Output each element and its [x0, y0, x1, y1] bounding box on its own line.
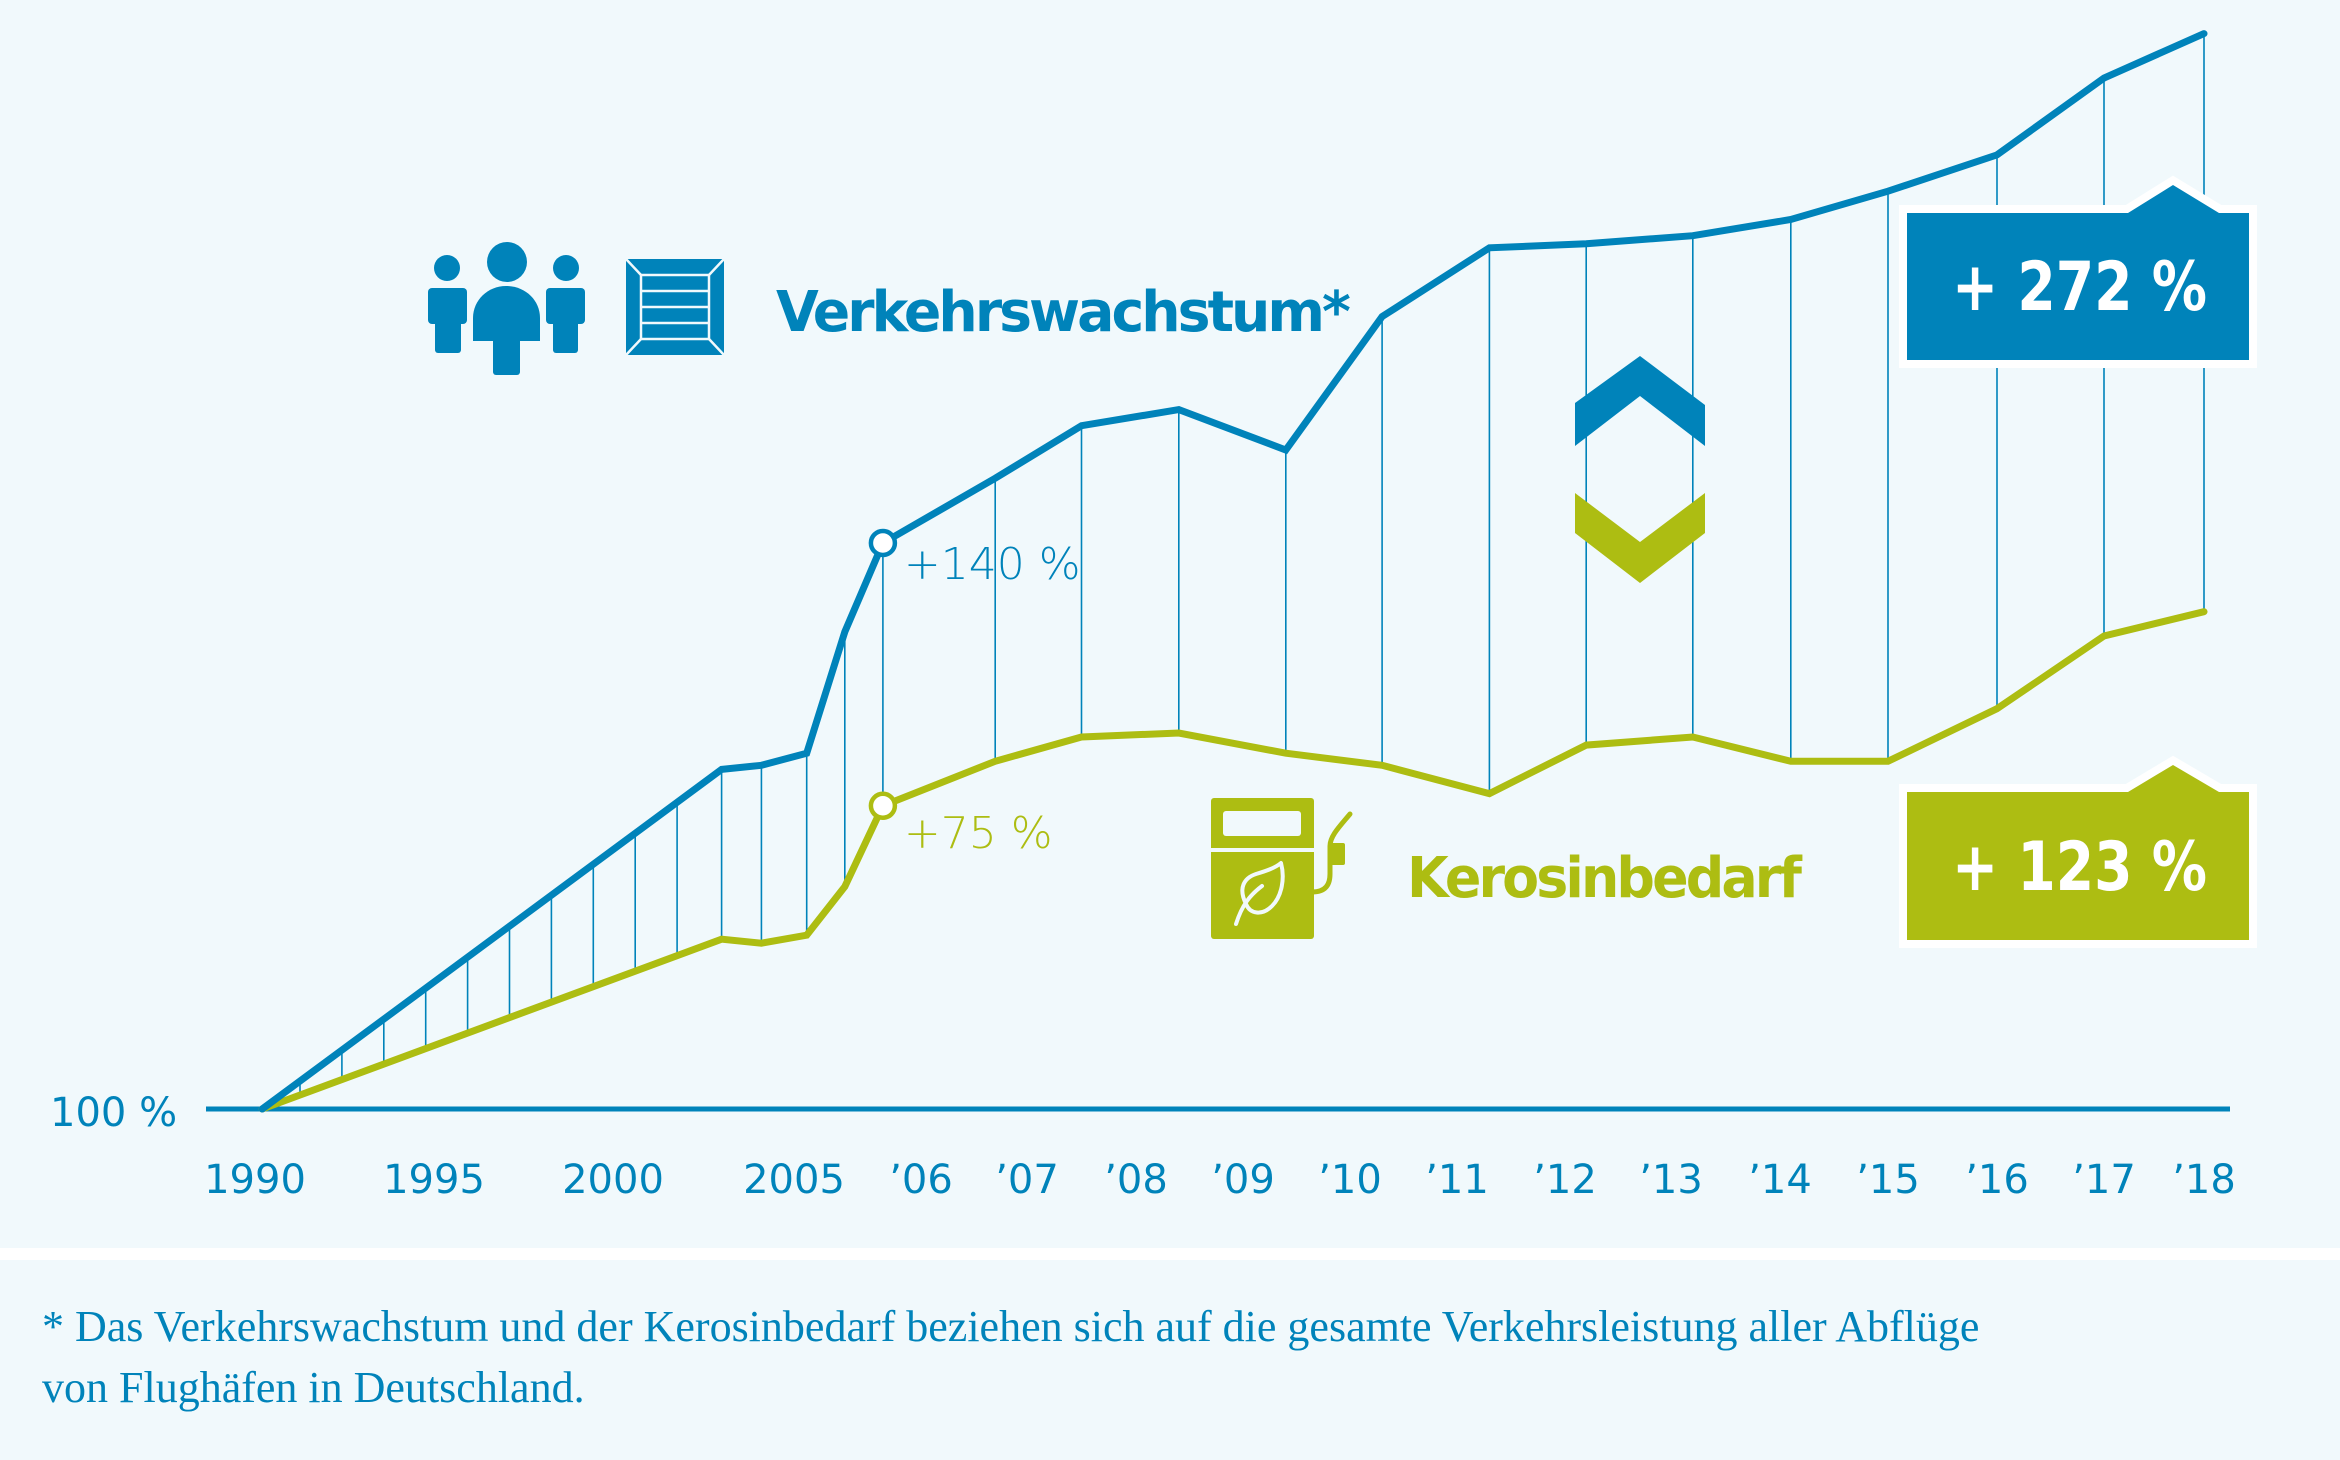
x-tick-label: ’17	[2072, 1157, 2136, 1203]
footnote: * Das Verkehrswachstum und der Kerosinbe…	[42, 1296, 2322, 1418]
highlight-markers: +140 % +75 %	[868, 528, 1081, 859]
footnote-divider	[0, 1248, 2340, 1260]
x-tick-label: ’08	[1104, 1157, 1168, 1203]
x-tick-label: ’13	[1639, 1157, 1703, 1203]
growth-chart: 100 % 1990 1995 2000 2005 ’06 ’07 ’08 ’09 ’10 ’11…	[50, 30, 2257, 1203]
people-icon	[428, 242, 585, 375]
series-title-fuel: Kerosinbedarf	[1407, 846, 1802, 911]
x-tick-label: 1995	[383, 1157, 485, 1203]
fuel-total-badge: + 123 %	[1899, 755, 2257, 948]
x-tick-label: ’14	[1748, 1157, 1812, 1203]
traffic-total-badge: + 272 %	[1899, 175, 2257, 368]
x-axis-tick-labels: 1990 1995 2000 2005 ’06 ’07 ’08 ’09 ’10 ’11 ’12 ’13…	[204, 1157, 2236, 1203]
x-tick-label: 1990	[204, 1157, 306, 1203]
fuel-total-change: + 123 %	[1952, 828, 2207, 907]
footnote-line-2: von Flughäfen in Deutschland.	[42, 1363, 585, 1412]
highlight-label-traffic: +140 %	[904, 539, 1081, 590]
footnote-line-1: * Das Verkehrswachstum und der Kerosinbe…	[42, 1302, 1980, 1351]
x-tick-label: ’11	[1425, 1157, 1489, 1203]
series-title-traffic: Verkehrswachstum*	[776, 280, 1351, 345]
x-tick-label: ’06	[889, 1157, 953, 1203]
chevron-up-icon	[1575, 356, 1705, 446]
highlight-marker-fuel	[868, 791, 898, 821]
x-tick-label: ’07	[995, 1157, 1059, 1203]
y-baseline-label: 100 %	[50, 1090, 177, 1136]
x-tick-label: ’15	[1856, 1157, 1920, 1203]
x-tick-label: 2000	[562, 1157, 664, 1203]
chevron-down-icon	[1575, 493, 1705, 583]
x-tick-label: ’12	[1533, 1157, 1597, 1203]
x-tick-label: ’18	[2172, 1157, 2236, 1203]
highlight-label-fuel: +75 %	[904, 808, 1053, 859]
x-tick-label: ’09	[1211, 1157, 1275, 1203]
x-tick-label: 2005	[743, 1157, 845, 1203]
traffic-total-change: + 272 %	[1952, 248, 2207, 327]
cargo-crate-icon	[625, 258, 725, 356]
x-tick-label: ’10	[1318, 1157, 1382, 1203]
x-tick-label: ’16	[1965, 1157, 2029, 1203]
fuel-pump-leaf-icon	[1211, 798, 1353, 939]
highlight-marker-traffic	[868, 528, 898, 558]
